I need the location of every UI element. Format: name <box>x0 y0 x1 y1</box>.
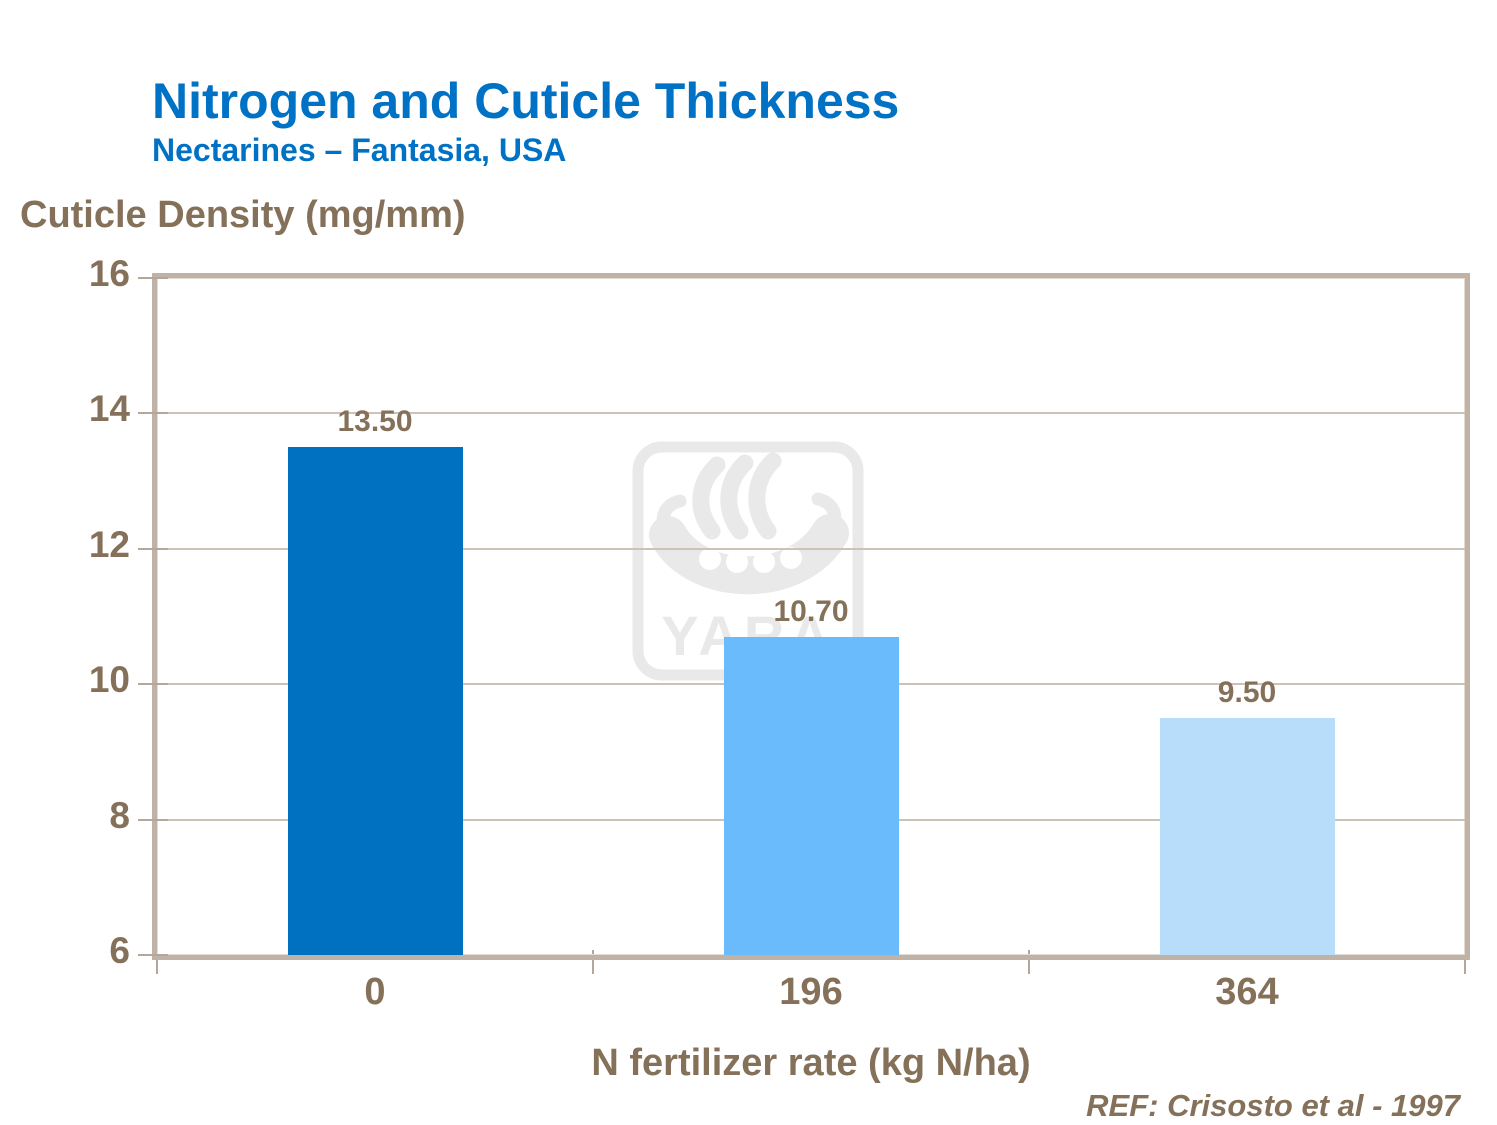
x-axis-tick-label: 0 <box>364 971 386 1013</box>
x-axis-tick <box>156 950 158 974</box>
y-axis-tick-label: 6 <box>109 930 130 971</box>
bar-value-label: 13.50 <box>337 405 413 439</box>
chart-subtitle: Nectarines – Fantasia, USA <box>152 132 567 168</box>
bar-value-label: 10.70 <box>773 594 849 628</box>
x-axis-tick-label: 364 <box>1215 971 1279 1013</box>
y-axis-tick <box>138 818 168 821</box>
x-axis-tick <box>1028 950 1030 974</box>
y-axis-tick-label: 16 <box>88 253 130 294</box>
gridline <box>157 412 1465 415</box>
y-axis-tick <box>138 683 168 686</box>
plot-area-border <box>152 273 1470 960</box>
y-axis-tick-label: 10 <box>88 659 130 701</box>
x-axis-tick <box>1464 950 1466 974</box>
bar-value-label: 9.50 <box>1217 676 1277 710</box>
reference-citation: REF: Crisosto et al - 1997 <box>1086 1088 1460 1123</box>
x-axis-title: N fertilizer rate (kg N/ha) <box>591 1042 1031 1084</box>
bar <box>723 636 899 955</box>
bar <box>1159 718 1335 955</box>
x-axis-tick <box>592 950 594 974</box>
x-axis-tick-label: 196 <box>779 971 843 1013</box>
y-axis-tick <box>138 412 168 415</box>
y-axis-title: Cuticle Density (mg/mm) <box>20 194 466 236</box>
gridline <box>157 547 1465 550</box>
bar <box>287 447 463 955</box>
y-axis-tick-label: 14 <box>88 388 130 430</box>
y-axis-tick-label: 12 <box>88 523 130 565</box>
y-axis-tick-label: 8 <box>109 794 130 836</box>
y-axis-tick <box>138 547 168 550</box>
y-axis-tick <box>138 277 168 279</box>
y-axis-tick <box>138 954 168 956</box>
chart-title: Nitrogen and Cuticle Thickness <box>152 73 900 129</box>
